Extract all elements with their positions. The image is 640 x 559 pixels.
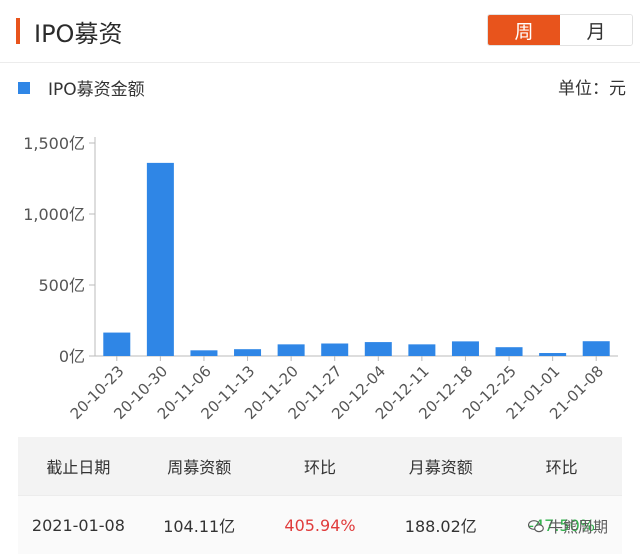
header-monthly-change: 环比 [545,458,578,477]
header-weekly: 周募资额 [167,458,232,477]
table-header-row: 截止日期 周募资额 环比 月募资额 环比 [18,437,622,495]
header-monthly: 月募资额 [408,458,473,477]
y-tick-label: 0亿 [59,347,85,366]
watermark-text: 牛熊周期 [548,518,609,536]
wechat-icon [528,520,544,533]
bar-20-11-06 [190,350,218,356]
cell-weekly: 104.11亿 [163,517,236,536]
y-tick-label: 1,500亿 [23,134,85,153]
cell-date: 2021-01-08 [31,515,125,535]
title-accent-bar [16,18,20,44]
bar-chart: 0亿500亿1,000亿1,500亿20-10-2320-10-3020-11-… [23,134,618,423]
period-toggle[interactable]: 周 月 [487,14,633,46]
bar-20-12-18 [451,341,479,356]
summary-table: 截止日期 周募资额 环比 月募资额 环比 2021-01-08 104.11亿 … [18,437,622,554]
legend-label: IPO募资金额 [48,80,145,100]
bar-20-10-23 [103,332,131,356]
watermark: 牛熊周期 [528,516,608,537]
bar-21-01-01 [539,353,567,356]
cell-monthly: 188.02亿 [404,517,477,536]
bar-20-10-30 [146,162,174,356]
table-row: 2021-01-08 104.11亿 405.94% 188.02亿 -47.5… [18,495,622,554]
y-tick-label: 1,000亿 [23,205,85,224]
header: IPO募资 周 月 [0,0,640,64]
header-weekly-change: 环比 [303,458,336,477]
cell-weekly-change: 405.94% [284,515,356,535]
y-tick-label: 500亿 [38,276,85,295]
header-divider [0,62,640,63]
bar-20-12-04 [364,342,392,356]
bar-20-11-13 [234,349,262,356]
legend-swatch [18,81,30,94]
unit-label: 单位：元 [558,79,626,99]
page-title: IPO募资 [34,20,123,48]
bar-20-12-25 [495,347,523,356]
toggle-week[interactable]: 周 [488,15,560,45]
bar-20-11-27 [321,343,349,356]
bar-20-12-11 [408,344,436,356]
header-date: 截止日期 [46,458,111,477]
cell-monthly-change: -47.50% [528,515,595,535]
chart-legend: IPO募资金额 [18,75,145,100]
bar-20-11-20 [277,344,305,356]
bar-21-01-08 [582,341,610,356]
toggle-month[interactable]: 月 [560,15,632,45]
